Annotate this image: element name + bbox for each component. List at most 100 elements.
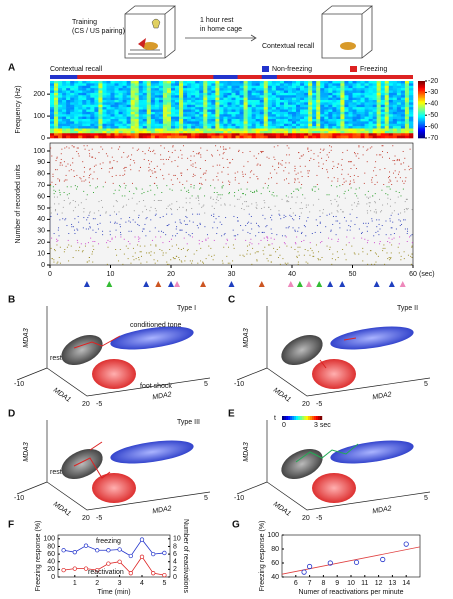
spectrogram-cell bbox=[231, 121, 236, 125]
spectrogram-cell bbox=[300, 97, 305, 101]
spectrogram-cell bbox=[332, 133, 337, 136]
spectrogram-cell bbox=[70, 97, 75, 101]
spike bbox=[170, 179, 172, 181]
spike bbox=[176, 255, 178, 257]
spike bbox=[382, 204, 384, 206]
spectrogram-cell bbox=[50, 114, 55, 117]
spectrogram-cell bbox=[360, 97, 365, 101]
spectrogram-cell bbox=[356, 123, 361, 127]
spectrogram-cell bbox=[126, 109, 131, 113]
spectrogram-cell bbox=[316, 102, 321, 106]
spike bbox=[229, 147, 231, 149]
spectrogram-cell bbox=[199, 107, 204, 110]
spectrogram-cell bbox=[54, 116, 59, 120]
spectrogram-cell bbox=[118, 128, 123, 132]
spike bbox=[167, 225, 169, 227]
spectrogram-cell bbox=[150, 81, 156, 84]
spike bbox=[118, 185, 120, 187]
spike bbox=[181, 157, 183, 159]
spike bbox=[172, 184, 174, 185]
spectrogram-cell bbox=[114, 133, 119, 136]
spectrogram-cell bbox=[183, 128, 188, 132]
spike bbox=[328, 194, 330, 196]
spike bbox=[280, 218, 282, 220]
spectrogram-cell bbox=[183, 95, 188, 98]
spectrogram-cell bbox=[191, 128, 196, 132]
spectrogram-cell bbox=[134, 95, 140, 98]
colorbar-cell bbox=[284, 416, 287, 420]
spectrogram-cell bbox=[312, 83, 317, 87]
spike bbox=[205, 170, 207, 172]
spectrogram-cell bbox=[271, 102, 277, 106]
spectrogram-cell bbox=[287, 97, 293, 101]
spike bbox=[372, 195, 374, 197]
spectrogram-cell bbox=[239, 83, 244, 87]
series-label: reactivation bbox=[88, 569, 124, 576]
spike bbox=[263, 237, 265, 239]
spike bbox=[197, 262, 199, 264]
spike bbox=[148, 166, 150, 168]
spike bbox=[300, 187, 302, 189]
spike bbox=[74, 201, 76, 203]
spectrogram-cell bbox=[259, 81, 265, 84]
spectrogram-cell bbox=[304, 114, 309, 117]
spike bbox=[125, 245, 127, 247]
axis-label: MDA3 bbox=[243, 442, 250, 462]
spike bbox=[198, 153, 200, 155]
spectrogram-cell bbox=[247, 128, 252, 132]
spike bbox=[279, 246, 281, 248]
spike bbox=[65, 165, 67, 167]
spectrogram-cell bbox=[344, 107, 349, 110]
spectrogram-cell bbox=[102, 130, 107, 134]
spike bbox=[149, 150, 151, 152]
spectrogram-cell bbox=[211, 95, 216, 98]
spike bbox=[332, 168, 334, 170]
spectrogram-cell bbox=[364, 133, 369, 136]
spike bbox=[187, 157, 189, 159]
spectrogram-cell bbox=[66, 133, 71, 136]
spike bbox=[70, 186, 72, 188]
spectrogram-cell bbox=[324, 119, 329, 122]
spike bbox=[381, 145, 383, 147]
spike bbox=[330, 229, 332, 231]
spectrogram-cell bbox=[82, 90, 87, 94]
spike bbox=[138, 257, 140, 258]
spike bbox=[328, 152, 330, 154]
spectrogram-cell bbox=[404, 121, 410, 125]
spectrogram-cell bbox=[308, 111, 313, 115]
spectrogram-cell bbox=[231, 102, 236, 106]
spectrogram-cell bbox=[118, 102, 123, 106]
spike bbox=[404, 211, 406, 213]
spectrogram-cell bbox=[227, 100, 232, 103]
nonfreezing-bar bbox=[50, 75, 78, 79]
spike bbox=[336, 251, 338, 253]
spectrogram-cell bbox=[255, 100, 261, 103]
spectrogram-cell bbox=[271, 126, 277, 129]
spectrogram-cell bbox=[384, 81, 390, 84]
point bbox=[162, 550, 167, 556]
spectrogram-cell bbox=[308, 114, 313, 117]
colorbar-tick-label: -70 bbox=[428, 135, 438, 142]
spike bbox=[369, 205, 371, 207]
spike bbox=[358, 146, 360, 148]
spectrogram-cell bbox=[239, 128, 244, 132]
spike bbox=[63, 200, 65, 201]
spectrogram-cell bbox=[82, 119, 87, 122]
spectrogram-cell bbox=[175, 97, 180, 101]
spike bbox=[128, 230, 130, 232]
spectrogram-cell bbox=[106, 81, 111, 84]
spike bbox=[155, 245, 157, 247]
spike bbox=[88, 260, 90, 262]
spike bbox=[355, 155, 357, 157]
spectrogram-cell bbox=[98, 128, 103, 132]
spectrogram-cell bbox=[78, 104, 83, 108]
spike bbox=[269, 172, 271, 174]
spike bbox=[218, 215, 220, 217]
spectrogram-cell bbox=[376, 130, 382, 134]
spike bbox=[86, 219, 88, 221]
spectrogram-cell bbox=[162, 107, 168, 110]
spike bbox=[357, 153, 359, 155]
spectrogram-cell bbox=[179, 90, 184, 94]
spectrogram-cell bbox=[283, 107, 289, 110]
spectrogram-cell bbox=[364, 88, 369, 91]
